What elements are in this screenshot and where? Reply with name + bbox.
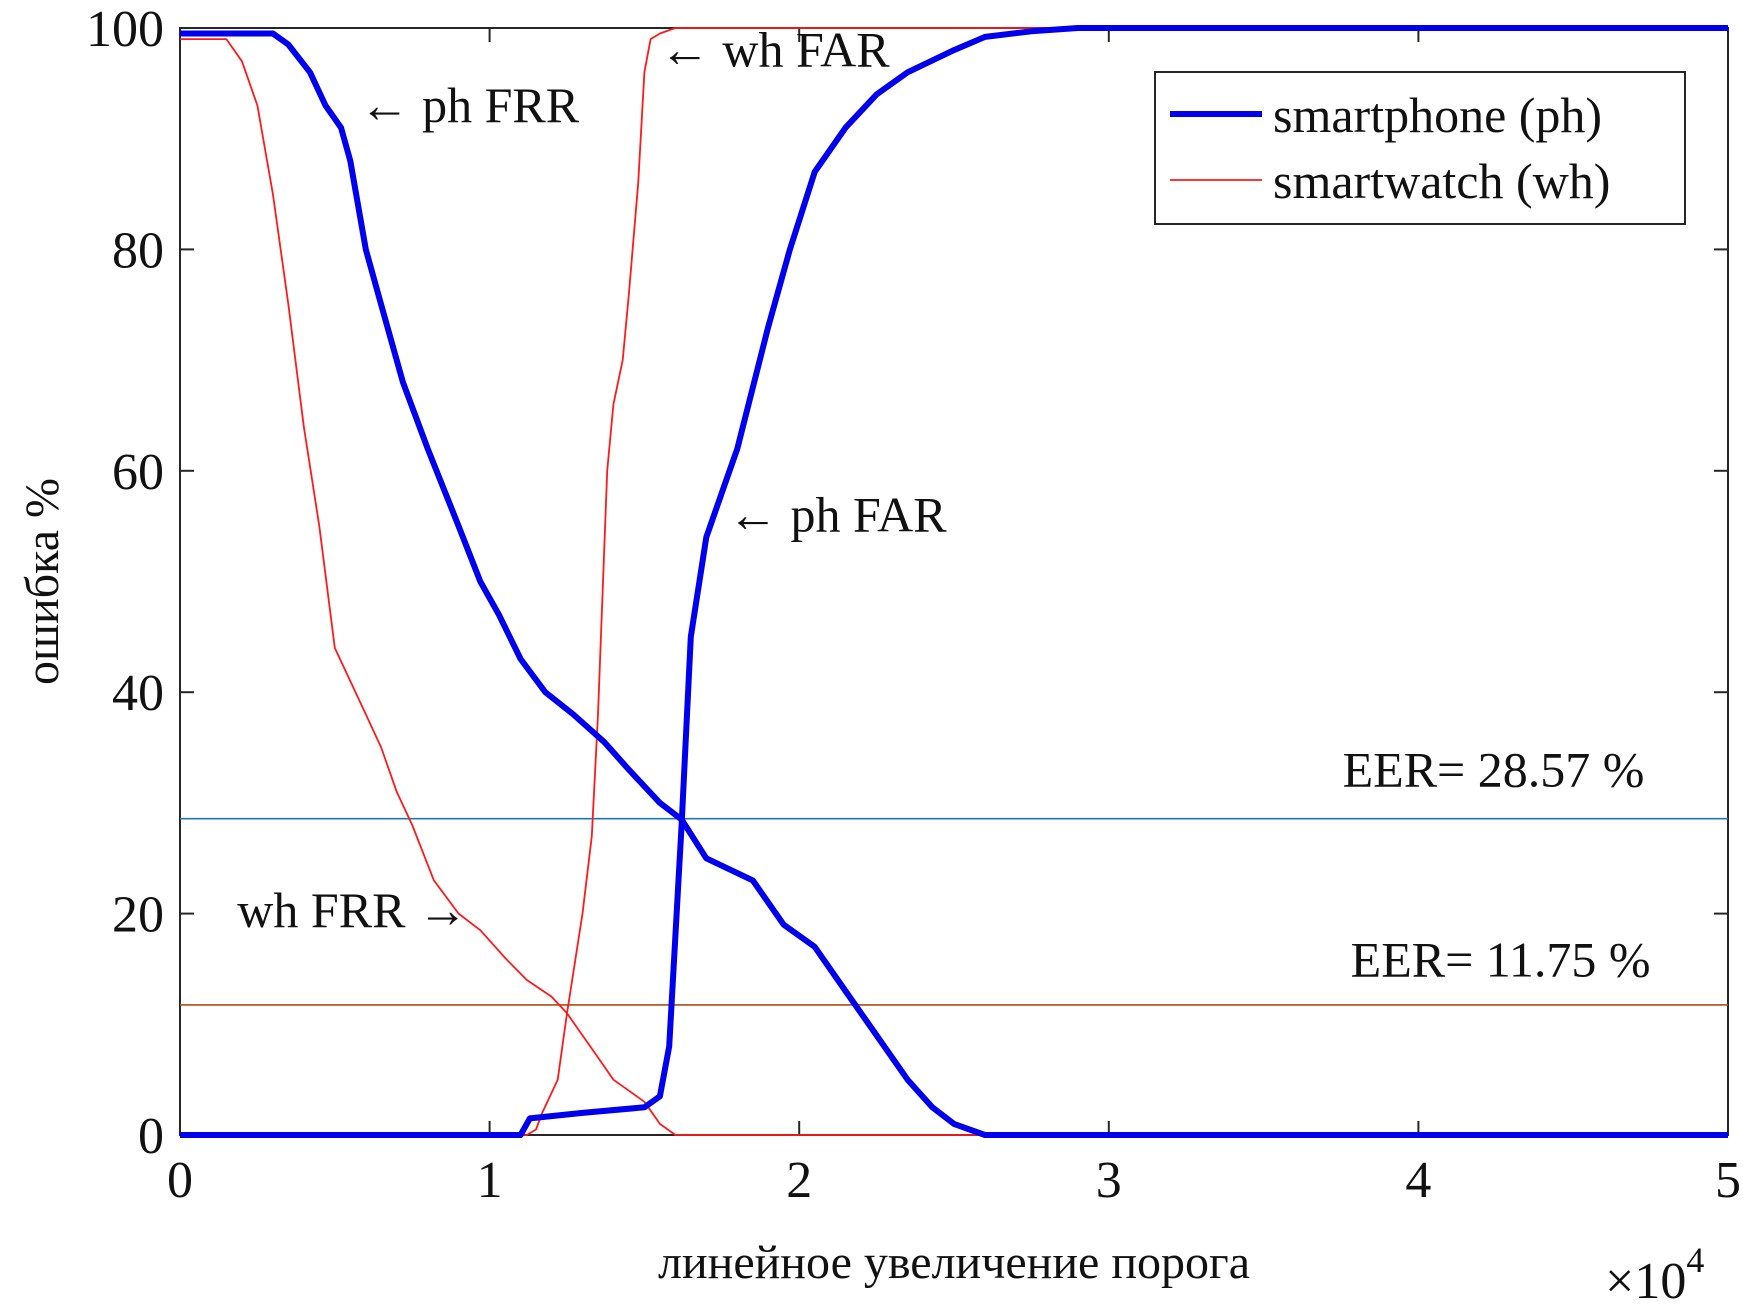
x-tick-label: 1	[477, 1152, 503, 1209]
y-tick-label: 100	[86, 1, 164, 58]
y-tick-label: 40	[112, 665, 164, 722]
annotation-eer-ph: EER= 28.57 %	[1343, 741, 1645, 797]
x-tick-label: 0	[167, 1152, 193, 1209]
series-lines	[180, 25, 1728, 1138]
series-line-ph-far	[180, 25, 1728, 1138]
y-tick-label: 80	[112, 222, 164, 279]
x-axis-multiplier-base: ×10	[1605, 1253, 1686, 1310]
tick-labels: 0 1 2 3 4 5 0 20 40 60 80 100	[86, 1, 1741, 1209]
annotation-wh-frr: wh FRR →	[237, 882, 468, 938]
x-tick-label: 3	[1096, 1152, 1122, 1209]
legend-box	[1154, 71, 1686, 225]
series-line-wh-frr	[180, 38, 1728, 1136]
x-tick-label: 2	[786, 1152, 812, 1209]
x-axis-multiplier: ×104	[1605, 1240, 1704, 1310]
series-line-wh-far	[180, 27, 1728, 1136]
legend: smartphone (ph) smartwatch (wh)	[1154, 71, 1686, 225]
plot-area: ← ph FRR ← wh FAR ← ph FAR wh FRR → EER= 28.…	[179, 22, 1729, 1138]
y-tick-label: 60	[112, 444, 164, 501]
x-axis-label: линейное увеличение порога	[658, 1236, 1250, 1289]
y-axis-label: ошибка %	[16, 478, 69, 685]
legend-label-smartwatch: smartwatch (wh)	[1273, 153, 1610, 209]
annotations: ← ph FRR ← wh FAR ← ph FAR wh FRR → EER= 28.…	[237, 22, 1650, 988]
y-tick-label: 0	[138, 1108, 164, 1165]
legend-label-smartphone: smartphone (ph)	[1273, 87, 1602, 143]
y-tick-label: 20	[112, 887, 164, 944]
annotation-eer-wh: EER= 11.75 %	[1351, 932, 1651, 988]
x-axis-multiplier-exponent: 4	[1686, 1240, 1704, 1280]
annotation-ph-far: ← ph FAR	[728, 487, 947, 543]
series-line-ph-frr	[180, 30, 1728, 1138]
annotation-ph-frr: ← ph FRR	[360, 77, 580, 133]
x-tick-label: 4	[1405, 1152, 1431, 1209]
x-tick-label: 5	[1715, 1152, 1741, 1209]
annotation-wh-far: ← wh FAR	[660, 22, 890, 78]
